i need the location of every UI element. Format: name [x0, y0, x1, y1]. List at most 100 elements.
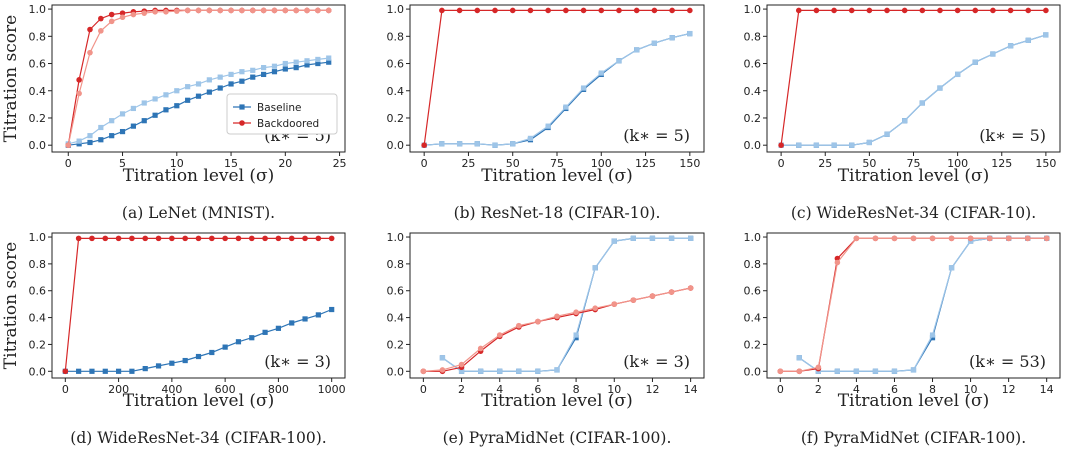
- data-point: [250, 74, 256, 80]
- data-point: [477, 345, 484, 352]
- data-point: [955, 71, 961, 78]
- x-tick-label: 4: [853, 383, 860, 396]
- data-point: [1025, 7, 1032, 14]
- x-tick-label: 100: [947, 157, 968, 170]
- data-point: [611, 301, 618, 307]
- data-point: [304, 62, 310, 68]
- data-point: [796, 355, 802, 361]
- data-point: [795, 7, 802, 14]
- x-tick-label: 50: [862, 157, 876, 170]
- x-tick-label: 125: [991, 157, 1012, 170]
- subplot-5: 0.0 0.2 0.4 0.6 0.8 1.0 0 2 4 6 8 10 12 14 Titration l…: [387, 231, 705, 447]
- y-tick-label: 0.2: [744, 112, 762, 125]
- data-point: [649, 293, 656, 299]
- y-tick-label: 1.0: [387, 3, 405, 16]
- data-point: [261, 65, 267, 71]
- data-point: [98, 28, 104, 34]
- x-tick-label: 1000: [318, 383, 346, 396]
- data-point: [796, 368, 803, 375]
- data-point: [239, 69, 245, 75]
- data-point: [76, 77, 82, 83]
- subplot-caption: (c) WideResNet-34 (CIFAR-10).: [791, 204, 1036, 222]
- data-point: [326, 59, 332, 65]
- data-point: [288, 235, 295, 242]
- data-point: [545, 7, 551, 14]
- x-tick-label: 10: [607, 383, 621, 396]
- data-point: [919, 7, 926, 14]
- data-point: [439, 367, 446, 373]
- data-point: [527, 135, 534, 141]
- y-tick-label: 0.2: [387, 338, 405, 351]
- series-2: [439, 235, 694, 374]
- data-point: [668, 235, 675, 241]
- data-point: [669, 35, 675, 41]
- x-tick-label: 0: [62, 383, 69, 396]
- data-point: [249, 7, 256, 14]
- data-point: [152, 9, 158, 15]
- data-point: [496, 332, 503, 338]
- data-point: [634, 47, 640, 53]
- data-point: [910, 367, 917, 373]
- y-tick-label: 0.4: [29, 312, 47, 325]
- data-point: [439, 355, 446, 361]
- data-point: [141, 10, 148, 16]
- data-point: [891, 235, 898, 242]
- data-point: [182, 357, 188, 364]
- data-point: [108, 11, 115, 18]
- x-tick-label: 0: [778, 157, 785, 170]
- data-point: [834, 368, 840, 374]
- series-2: [65, 55, 332, 147]
- data-point: [510, 141, 516, 147]
- series-4: [420, 285, 694, 375]
- y-tick-label: 0.6: [744, 285, 762, 298]
- data-point: [777, 368, 784, 375]
- x-tick-label: 10: [170, 157, 184, 170]
- y-tick-label: 0.2: [744, 338, 762, 351]
- data-point: [174, 103, 180, 109]
- data-point: [813, 7, 820, 14]
- data-point: [289, 320, 295, 326]
- x-axis-label: Titration level (σ): [481, 391, 633, 411]
- data-point: [209, 349, 215, 356]
- data-point: [98, 124, 104, 131]
- data-point: [119, 14, 126, 21]
- data-point: [275, 235, 282, 242]
- legend-box: [226, 93, 338, 135]
- data-point: [990, 7, 996, 14]
- y-tick-label: 0.4: [744, 85, 762, 98]
- data-point: [222, 344, 228, 350]
- data-point: [937, 7, 943, 14]
- data-point: [315, 7, 321, 14]
- x-tick-label: 25: [461, 157, 475, 170]
- y-tick-label: 0.8: [387, 30, 405, 43]
- data-point: [630, 297, 637, 303]
- y-tick-label: 0.6: [387, 58, 405, 71]
- data-point: [169, 360, 175, 366]
- data-point: [315, 60, 321, 67]
- k-star-annotation: (k∗ = 53): [969, 352, 1046, 371]
- data-point: [228, 71, 234, 78]
- data-point: [421, 142, 427, 148]
- data-point: [1007, 7, 1014, 14]
- y-tick-label: 0.4: [744, 312, 762, 325]
- x-tick-label: 50: [506, 157, 520, 170]
- data-point: [174, 88, 180, 94]
- y-tick-label: 0.6: [29, 58, 47, 71]
- data-point: [866, 7, 873, 14]
- data-point: [206, 7, 213, 14]
- data-point: [580, 7, 587, 14]
- data-point: [1043, 32, 1049, 38]
- x-tick-label: 800: [268, 383, 289, 396]
- data-point: [262, 235, 268, 242]
- data-point: [62, 368, 69, 375]
- data-point: [848, 7, 855, 14]
- subplot-caption: (a) LeNet (MNIST).: [122, 204, 275, 222]
- data-point: [304, 7, 310, 14]
- y-tick-label: 0.4: [387, 312, 405, 325]
- data-point: [89, 368, 95, 374]
- data-point: [1025, 37, 1031, 43]
- subplot-4: 0.0 0.2 0.4 0.6 0.8 1.0 0 200 400 600 800 1000 Titra…: [1, 231, 346, 447]
- data-point: [184, 7, 191, 14]
- data-point: [260, 7, 267, 14]
